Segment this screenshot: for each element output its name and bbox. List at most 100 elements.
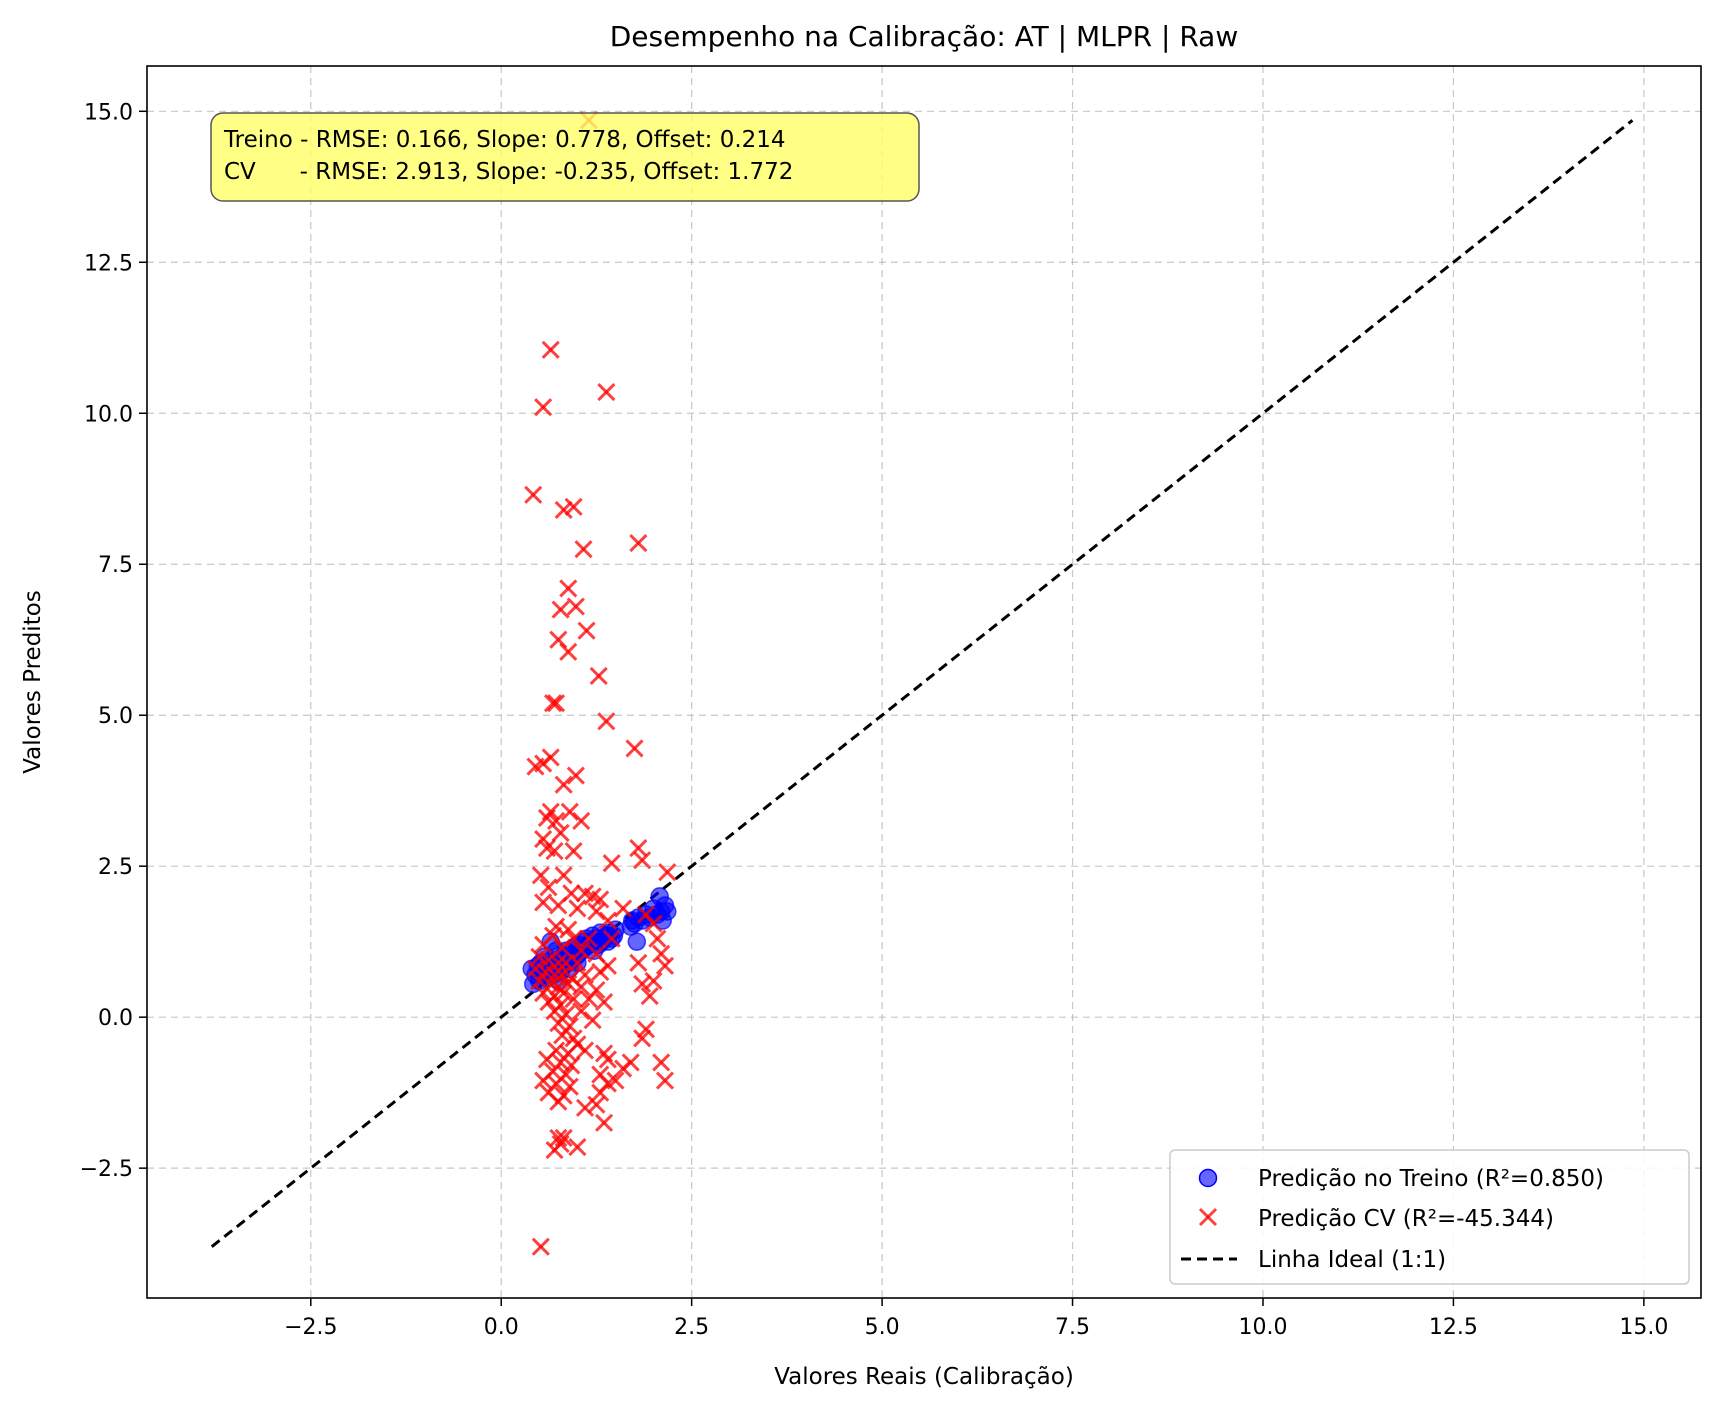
cv-point-stroke (539, 878, 558, 897)
cv-point-stroke (554, 866, 573, 885)
cv-point-stroke (549, 1014, 568, 1033)
cv-point-stroke (583, 887, 602, 906)
cv-point-stroke (539, 950, 558, 969)
cv-point (534, 935, 553, 954)
cv-point (614, 899, 633, 918)
cv-point-stroke (559, 579, 578, 598)
train-point (627, 932, 647, 951)
legend-box (1169, 1149, 1690, 1285)
cv-point (602, 929, 621, 948)
cv-point (547, 694, 566, 713)
cv-point-stroke (644, 971, 663, 991)
cv-point-stroke (591, 962, 610, 981)
y-tick-label: −2.5 (80, 1157, 133, 1182)
cv-point-stroke (597, 712, 616, 731)
cv-point-stroke (575, 1041, 595, 1060)
cv-point-stroke (575, 884, 595, 903)
cv-point-stroke (530, 947, 549, 966)
x-tick-label: 0.0 (484, 1315, 519, 1340)
cv-point-stroke (598, 1050, 617, 1069)
cv-point (625, 739, 644, 758)
cv-point-stroke (574, 540, 593, 559)
cv-point (652, 944, 671, 963)
cv-point-stroke (614, 1059, 633, 1078)
cv-point (530, 971, 549, 991)
cv-point-stroke (537, 1050, 556, 1069)
cv-point-stroke (530, 971, 549, 991)
cv-point (614, 1059, 633, 1078)
cv-point-stroke (572, 941, 591, 960)
cv-point-stroke (587, 944, 606, 963)
cv-point-stroke (534, 398, 553, 417)
cv-point-stroke (549, 896, 568, 915)
cv-point-stroke (577, 621, 596, 640)
cv-point-stroke (526, 959, 545, 978)
cv-point-stroke (572, 977, 591, 997)
cv-point-stroke (562, 1056, 581, 1075)
cv-point-stroke (566, 766, 585, 785)
cv-point-stroke (554, 775, 573, 794)
cv-point (554, 775, 573, 794)
y-tick-label: 0.0 (98, 1006, 133, 1031)
cv-point (549, 1014, 568, 1033)
cv-point (539, 878, 558, 897)
legend-marker-cv (1198, 1207, 1218, 1227)
cv-point-stroke (602, 929, 621, 948)
y-tick-label: 12.5 (84, 251, 133, 276)
cv-point (531, 1237, 550, 1256)
cv-point (568, 1137, 587, 1157)
cv-point (574, 540, 593, 559)
cv-point-stroke (629, 534, 648, 553)
y-tick-label: 5.0 (98, 704, 133, 729)
cv-point (568, 899, 587, 918)
cv-point-stroke (636, 905, 656, 924)
cv-point-stroke (534, 829, 553, 849)
cv-point-stroke (559, 920, 578, 939)
cv-point (541, 748, 560, 767)
cv-point-stroke (534, 935, 553, 954)
cv-point (648, 929, 667, 948)
cv-point (554, 866, 573, 885)
cv-point (572, 941, 591, 960)
plot-frame (146, 65, 1702, 1299)
x-tick-label: 7.5 (1055, 1315, 1090, 1340)
cv-point-stroke (547, 811, 566, 830)
cv-point-stroke (652, 1053, 671, 1072)
cv-point-stroke (551, 600, 570, 619)
cv-point-stroke (583, 1011, 602, 1030)
cv-point (633, 851, 652, 870)
cv-point-stroke (537, 839, 556, 858)
cv-point-stroke (549, 953, 568, 972)
cv-point-stroke (633, 974, 652, 994)
points-layer (522, 111, 677, 1256)
legend-label-cv: Predição CV (R²=-45.344) (1258, 1206, 1554, 1232)
cv-point (591, 1083, 610, 1102)
cv-point-stroke (572, 811, 591, 830)
cv-point-stroke (564, 1029, 583, 1048)
cv-point-stroke (655, 1071, 675, 1090)
cv-point-stroke (524, 485, 543, 504)
cv-point-stroke (568, 1137, 587, 1157)
cv-point-stroke (545, 1002, 564, 1021)
legend-marker-train (1198, 1168, 1218, 1188)
cv-point (534, 893, 553, 912)
cv-point (594, 993, 614, 1012)
cv-point-stroke (636, 1020, 656, 1039)
cv-point-stroke (553, 1026, 572, 1045)
cv-point (543, 694, 563, 713)
x-tick-label: 5.0 (865, 1315, 900, 1340)
cv-point (553, 1026, 572, 1045)
cv-point-stroke (564, 497, 583, 516)
cv-point-stroke (644, 914, 663, 933)
cv-point (549, 630, 568, 649)
cv-point (591, 962, 610, 981)
cv-point-stroke (545, 842, 564, 861)
cv-point (562, 1056, 581, 1075)
y-tick-label: 2.5 (98, 855, 133, 880)
cv-point-stroke (564, 842, 583, 861)
cv-point-stroke (531, 1237, 550, 1256)
cv-point (644, 971, 663, 991)
cv-point (579, 929, 598, 948)
cv-point-stroke (549, 630, 568, 649)
